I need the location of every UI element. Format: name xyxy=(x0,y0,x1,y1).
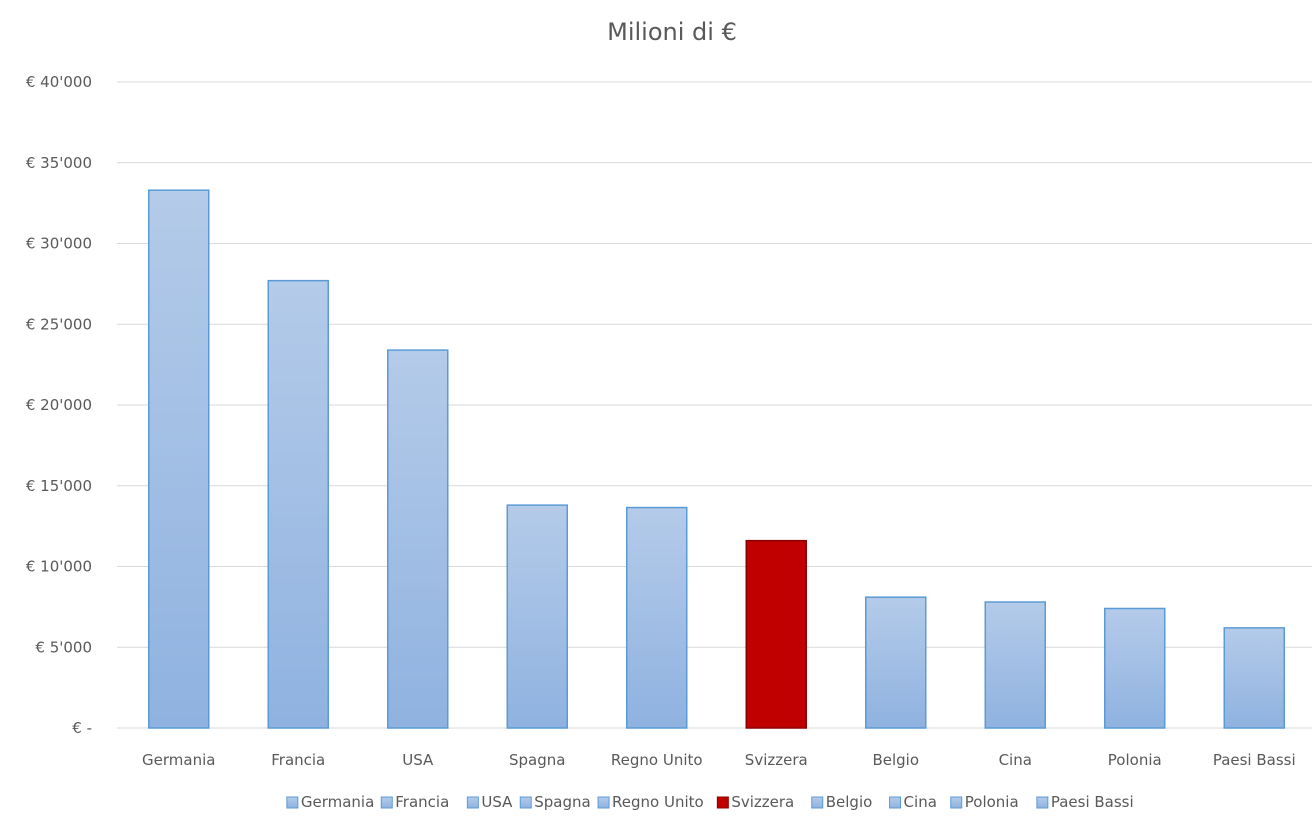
bar-francia xyxy=(267,279,329,729)
legend-label: Francia xyxy=(395,793,449,811)
legend-label: Svizzera xyxy=(731,793,794,811)
legend-swatch xyxy=(286,796,299,809)
y-tick-label: € - xyxy=(72,719,92,737)
y-tick-label: € 20'000 xyxy=(26,396,92,414)
y-tick-label: € 15'000 xyxy=(26,477,92,495)
bar-germania xyxy=(148,189,210,729)
legend-swatch xyxy=(950,796,963,809)
legend-swatch xyxy=(466,796,479,809)
y-tick-label: € 30'000 xyxy=(26,235,92,253)
legend-swatch xyxy=(811,796,824,809)
bar-spagna xyxy=(506,504,568,729)
legend-label: Spagna xyxy=(534,793,590,811)
legend-label: Cina xyxy=(904,793,937,811)
legend-swatch xyxy=(519,796,532,809)
y-tick-label: € 10'000 xyxy=(26,558,92,576)
bar-svizzera xyxy=(745,539,807,729)
legend-swatch xyxy=(889,796,902,809)
legend-label: Regno Unito xyxy=(612,793,704,811)
legend-swatch xyxy=(380,796,393,809)
legend-label: Germania xyxy=(301,793,374,811)
bar-cina xyxy=(984,601,1046,729)
bar-usa xyxy=(387,349,449,729)
x-tick-label: Francia xyxy=(271,751,325,769)
chart-title: Milioni di € xyxy=(607,18,737,46)
x-tick-label: Paesi Bassi xyxy=(1213,751,1296,769)
x-tick-label: Regno Unito xyxy=(611,751,703,769)
x-tick-label: USA xyxy=(402,751,434,769)
legend: Germania Francia USA Spagna Regno Unito Svizz… xyxy=(286,793,1134,811)
bar-polonia xyxy=(1104,607,1166,729)
legend-swatch xyxy=(1036,796,1049,809)
y-axis-ticks: € - € 5'000 € 10'000 € 15'000 € 20'000 € 25'0… xyxy=(26,73,92,737)
legend-label: USA xyxy=(481,793,513,811)
x-tick-label: Spagna xyxy=(509,751,565,769)
bar-belgio xyxy=(865,596,927,729)
bar-regno-unito xyxy=(626,506,688,729)
legend-swatch xyxy=(716,796,729,809)
legend-label: Polonia xyxy=(965,793,1019,811)
y-tick-label: € 25'000 xyxy=(26,315,92,333)
legend-label: Belgio xyxy=(826,793,873,811)
x-axis-ticks: Germania Francia USA Spagna Regno Unito Svizz… xyxy=(142,751,1296,769)
x-tick-label: Belgio xyxy=(872,751,919,769)
legend-swatch xyxy=(597,796,610,809)
bars xyxy=(148,189,1285,729)
x-tick-label: Cina xyxy=(999,751,1032,769)
y-tick-label: € 5'000 xyxy=(35,638,92,656)
legend-label: Paesi Bassi xyxy=(1051,793,1134,811)
y-tick-label: € 40'000 xyxy=(26,73,92,91)
x-tick-label: Svizzera xyxy=(745,751,808,769)
y-tick-label: € 35'000 xyxy=(26,154,92,172)
bar-paesi-bassi xyxy=(1223,627,1285,729)
x-tick-label: Germania xyxy=(142,751,215,769)
x-tick-label: Polonia xyxy=(1108,751,1162,769)
